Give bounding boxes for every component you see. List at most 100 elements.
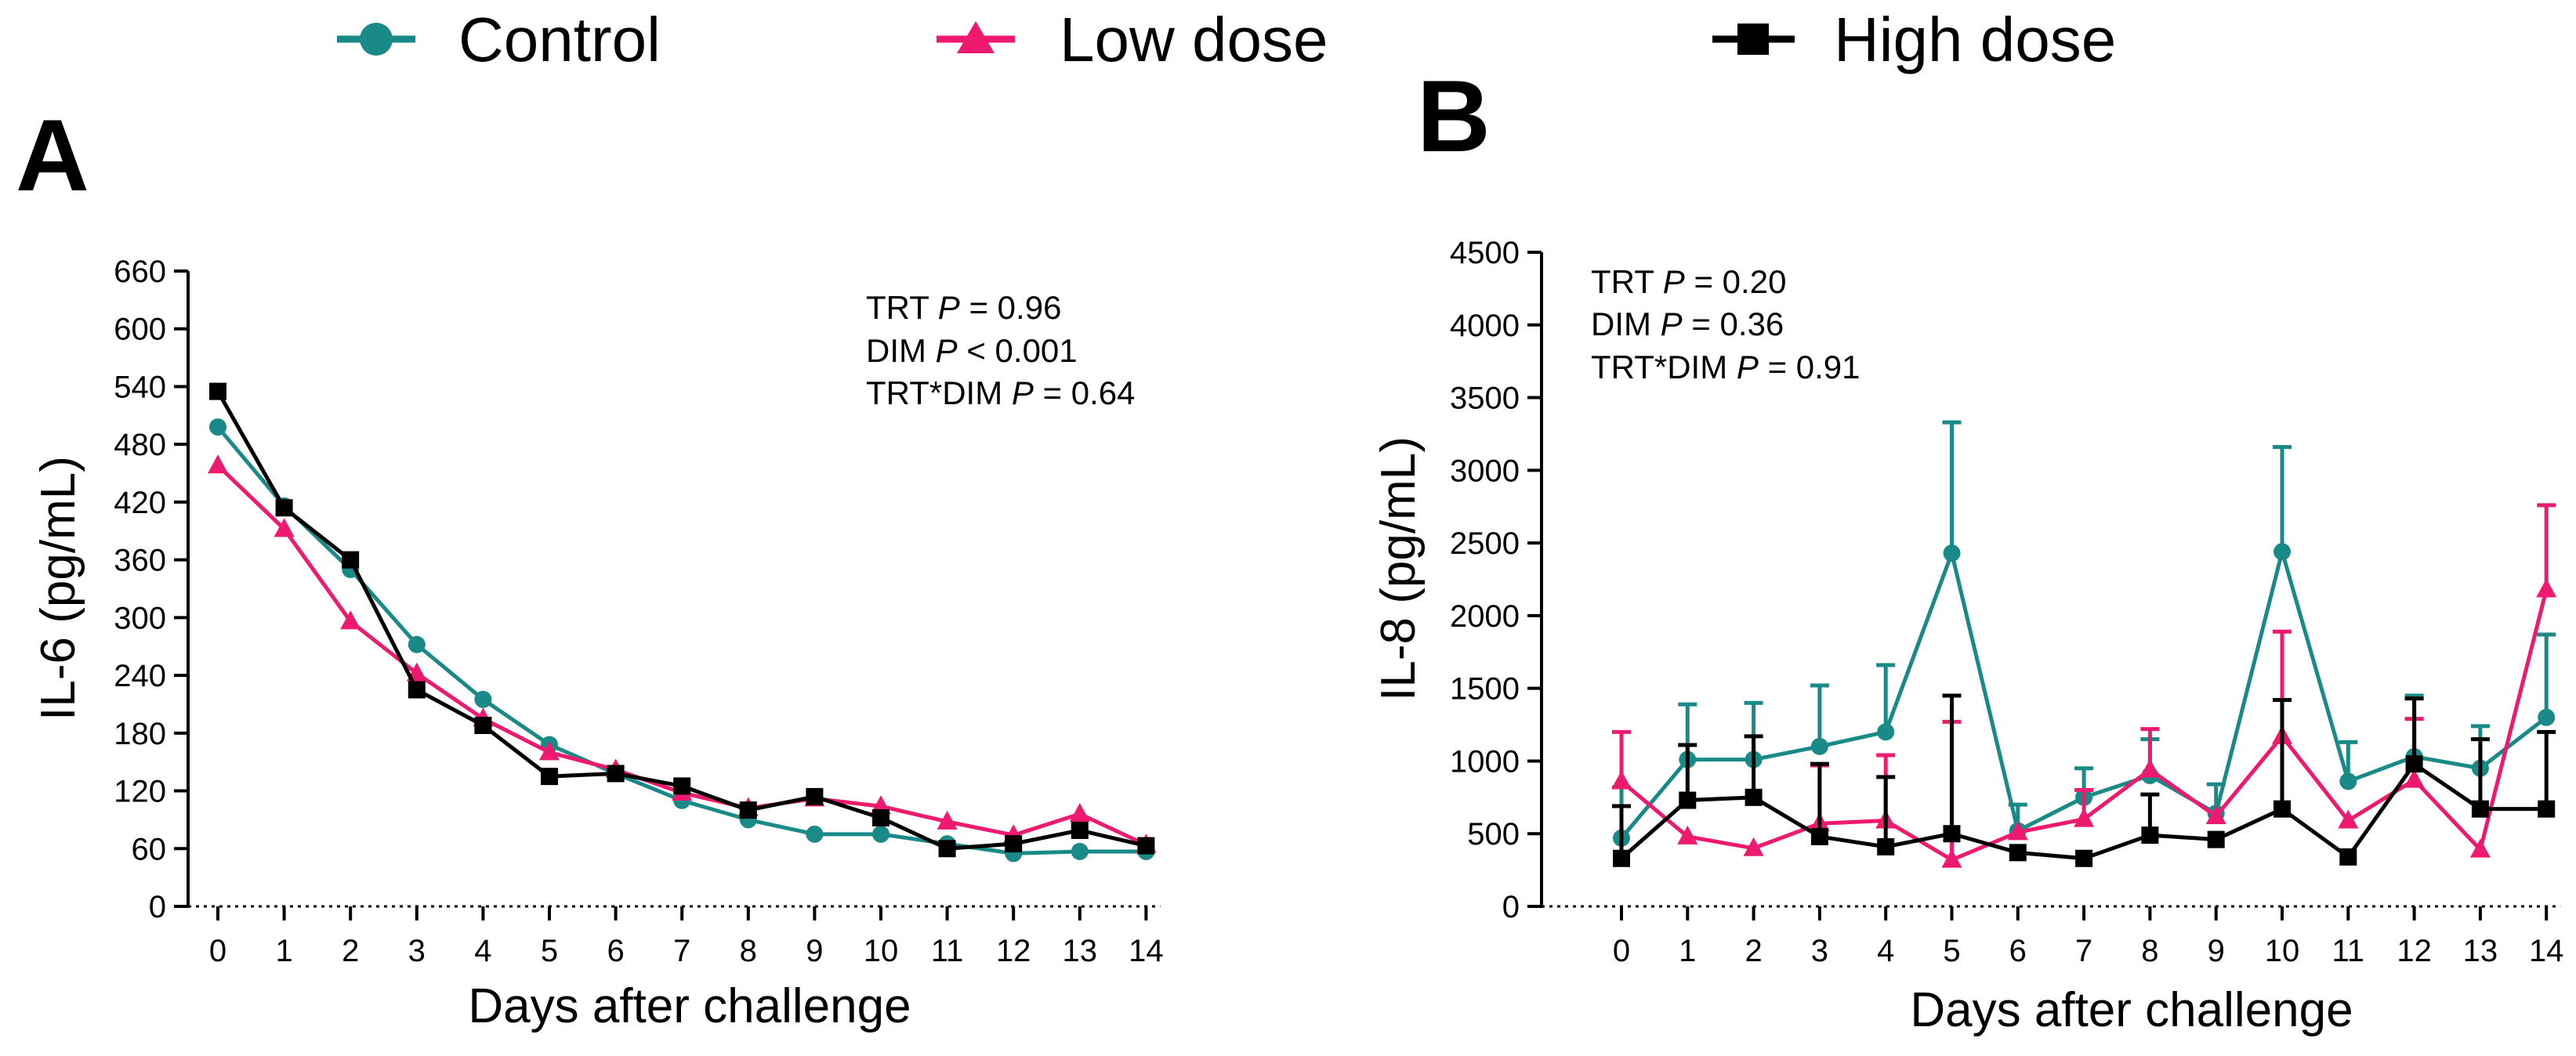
x-tick-label: 14 <box>1129 934 1164 968</box>
x-tick-label: 12 <box>2397 934 2432 968</box>
series-low-dose <box>1611 503 2557 868</box>
panel-label-b: B <box>1417 59 1491 173</box>
data-point <box>1611 770 1632 790</box>
square-marker-icon <box>1737 24 1769 55</box>
legend-label-control: Control <box>458 5 661 74</box>
x-tick-label: 0 <box>209 934 226 968</box>
x-tick-label: 7 <box>673 934 690 968</box>
data-point <box>607 765 625 783</box>
legend-label-low-dose: Low dose <box>1060 5 1328 74</box>
data-point <box>1743 837 1764 856</box>
series-high-dose <box>209 382 1155 858</box>
y-tick-label: 120 <box>114 775 166 809</box>
circle-marker-icon <box>360 23 393 56</box>
data-point <box>2009 844 2027 862</box>
x-tick-label: 11 <box>931 934 964 968</box>
data-point <box>1745 788 1763 806</box>
stats-annotation: DIM P < 0.001 <box>866 332 1078 369</box>
data-point <box>208 454 228 474</box>
data-point <box>2074 808 2095 827</box>
x-tick-label: 1 <box>275 934 292 968</box>
x-tick-label: 9 <box>2208 934 2225 968</box>
data-point <box>539 741 560 761</box>
y-axis-title: IL-6 (pg/mL) <box>31 456 85 721</box>
data-point <box>1810 737 1828 755</box>
data-point <box>1005 835 1023 853</box>
y-tick-label: 420 <box>114 486 166 520</box>
x-tick-label: 5 <box>541 934 558 968</box>
x-tick-label: 3 <box>408 934 426 968</box>
data-point <box>2075 849 2093 867</box>
data-point <box>2469 838 2491 858</box>
y-axis-title: IL-8 (pg/mL) <box>1371 436 1426 701</box>
data-point <box>2141 826 2159 844</box>
x-tick-label: 5 <box>1943 934 1960 968</box>
data-point <box>1677 825 1698 844</box>
y-tick-label: 240 <box>114 659 166 693</box>
y-tick-label: 300 <box>114 601 166 635</box>
data-point <box>872 825 889 843</box>
y-tick-label: 180 <box>114 717 166 751</box>
x-tick-label: 1 <box>1679 934 1696 968</box>
data-point <box>275 499 293 517</box>
y-tick-label: 0 <box>149 890 166 924</box>
y-tick-label: 600 <box>114 313 166 347</box>
y-tick-label: 1500 <box>1450 672 1520 707</box>
data-point <box>1071 821 1089 839</box>
x-tick-label: 13 <box>1063 934 1098 968</box>
y-tick-label: 0 <box>1502 890 1520 924</box>
y-tick-label: 1000 <box>1450 744 1520 779</box>
data-point <box>209 418 226 436</box>
data-point <box>2471 800 2489 818</box>
data-point <box>1679 791 1697 809</box>
stats-annotation: TRT*DIM P = 0.64 <box>866 374 1136 411</box>
x-tick-label: 8 <box>740 934 757 968</box>
data-point <box>408 681 426 699</box>
legend-label-high-dose: High dose <box>1834 5 2116 74</box>
legend-item-control: Control <box>337 5 661 74</box>
data-point <box>274 518 295 537</box>
y-tick-label: 2000 <box>1450 599 1520 634</box>
x-tick-label: 8 <box>2141 934 2158 968</box>
y-tick-label: 4500 <box>1450 236 1520 270</box>
data-point <box>2205 805 2226 824</box>
data-point <box>673 777 691 795</box>
triangle-marker-icon <box>957 21 995 53</box>
legend-item-high-dose: High dose <box>1712 5 2116 74</box>
panel-label-a: A <box>16 98 89 212</box>
y-tick-label: 480 <box>114 428 166 462</box>
data-point <box>1943 825 1961 843</box>
data-point <box>1810 827 1828 845</box>
data-point <box>1613 849 1630 867</box>
x-tick-label: 7 <box>2075 934 2092 968</box>
x-tick-label: 4 <box>1877 934 1894 968</box>
data-point <box>2139 758 2161 778</box>
y-tick-label: 3500 <box>1450 382 1520 416</box>
data-point <box>2338 809 2359 829</box>
data-point <box>541 768 558 786</box>
data-point <box>2536 578 2557 598</box>
x-tick-label: 11 <box>2332 934 2365 968</box>
data-point <box>209 382 226 400</box>
data-point <box>1877 723 1895 741</box>
data-point <box>408 635 426 653</box>
data-point <box>806 825 824 843</box>
x-tick-label: 2 <box>342 934 359 968</box>
data-point <box>340 610 361 630</box>
data-point <box>1943 544 1961 562</box>
x-tick-label: 13 <box>2463 934 2498 968</box>
data-point <box>938 840 956 858</box>
legend-item-low-dose: Low dose <box>937 5 1328 74</box>
data-point <box>872 808 889 826</box>
x-tick-label: 12 <box>996 934 1031 968</box>
data-point <box>2007 821 2028 841</box>
data-point <box>806 787 824 805</box>
data-point <box>1069 803 1090 823</box>
data-point <box>2404 768 2425 788</box>
data-point <box>2339 772 2357 790</box>
data-point <box>1941 848 1962 868</box>
stats-annotation: DIM P = 0.36 <box>1591 306 1784 342</box>
